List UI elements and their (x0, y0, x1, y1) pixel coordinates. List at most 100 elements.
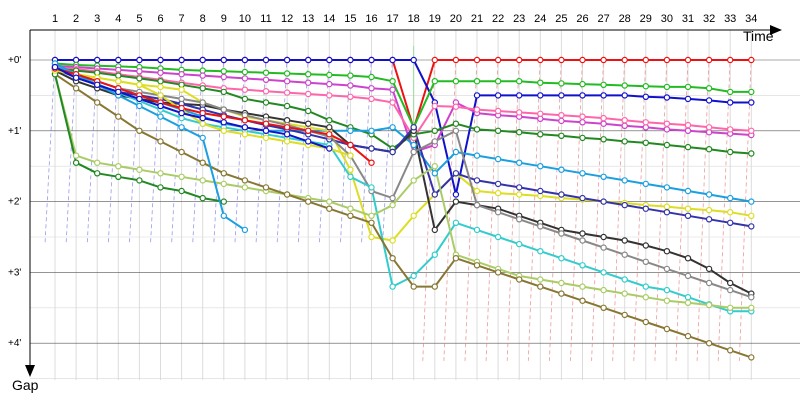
lap-tick-label: 13 (302, 13, 314, 25)
data-point (473, 56, 481, 64)
data-point (705, 124, 713, 131)
data-point (684, 95, 692, 103)
data-point (642, 294, 650, 301)
x-axis-arrow (770, 25, 782, 35)
data-point (220, 212, 227, 219)
data-point (494, 77, 502, 85)
lap-tick-label: 19 (429, 13, 441, 25)
lap-tick-label: 10 (239, 13, 251, 25)
lap-tick-label: 26 (576, 13, 588, 25)
data-point (600, 173, 607, 180)
data-point (220, 73, 227, 81)
data-point (241, 86, 249, 93)
data-point (642, 139, 650, 146)
data-point (368, 219, 375, 226)
data-point (220, 113, 227, 120)
lap-tick-label: 27 (597, 13, 609, 25)
data-point (115, 113, 122, 120)
series-line (54, 62, 752, 129)
data-point (115, 72, 122, 79)
data-point (326, 205, 333, 212)
data-point (178, 109, 185, 117)
pit-dashed-line (44, 56, 56, 245)
data-point (705, 145, 713, 153)
data-point (663, 141, 671, 149)
data-point (241, 124, 249, 131)
data-point (558, 255, 565, 262)
data-point (241, 56, 249, 64)
data-point (347, 152, 354, 159)
pit-dashed-line (485, 56, 499, 361)
data-point (516, 77, 523, 85)
data-point (347, 166, 354, 173)
data-point (283, 102, 291, 110)
data-point (558, 117, 565, 125)
lap-tick-label: 25 (555, 13, 567, 25)
lap-tick-label: 23 (513, 13, 525, 25)
data-point (326, 116, 333, 124)
data-point (600, 120, 607, 127)
pit-dashed-line (549, 56, 562, 361)
data-point (642, 82, 650, 90)
pit-dashed-line (612, 56, 626, 361)
data-point (558, 111, 565, 119)
data-point (431, 56, 438, 64)
data-point (262, 76, 270, 84)
data-point (431, 77, 438, 85)
data-point (283, 70, 291, 77)
data-point (136, 166, 143, 173)
data-point (326, 80, 333, 88)
data-point (241, 116, 249, 124)
data-point (389, 86, 396, 93)
data-point (241, 75, 249, 82)
data-point (727, 148, 734, 156)
data-point (93, 81, 101, 89)
data-point (410, 56, 417, 64)
pit-dashed-line (717, 56, 731, 361)
lap-tick-label: 17 (386, 13, 398, 25)
data-point (748, 56, 755, 64)
data-point (621, 237, 628, 244)
data-point (663, 120, 671, 127)
data-point (410, 124, 417, 131)
data-point (663, 56, 671, 64)
data-point (136, 81, 143, 89)
data-point (663, 126, 671, 133)
data-point (705, 301, 713, 309)
data-point (558, 166, 565, 173)
data-point (705, 85, 713, 92)
lap-tick-label: 9 (221, 13, 227, 25)
data-point (305, 138, 312, 145)
pit-dashed-line (506, 56, 520, 361)
data-point (199, 194, 206, 202)
data-point (389, 56, 396, 64)
data-point (93, 159, 101, 166)
data-point (368, 184, 375, 191)
data-point (621, 251, 628, 258)
data-point (410, 272, 417, 280)
data-point (368, 85, 375, 92)
data-point (473, 106, 481, 113)
lap-tick-label: 21 (471, 13, 483, 25)
data-point (600, 56, 607, 64)
data-point (473, 152, 481, 159)
pit-dashed-line (527, 56, 541, 361)
data-point (642, 180, 650, 188)
data-point (431, 251, 438, 258)
data-point (705, 340, 713, 347)
data-point (157, 56, 164, 64)
data-point (621, 138, 628, 145)
lap-tick-label: 22 (492, 13, 504, 25)
data-point (389, 99, 396, 106)
data-point (178, 148, 185, 156)
data-point (516, 56, 523, 64)
data-point (305, 120, 312, 127)
data-point (51, 63, 59, 71)
pit-dashed-line (255, 56, 267, 245)
data-point (241, 184, 249, 191)
data-point (241, 131, 249, 138)
data-point (558, 92, 565, 99)
data-point (262, 69, 270, 76)
data-point (347, 212, 354, 219)
data-point (452, 120, 460, 127)
